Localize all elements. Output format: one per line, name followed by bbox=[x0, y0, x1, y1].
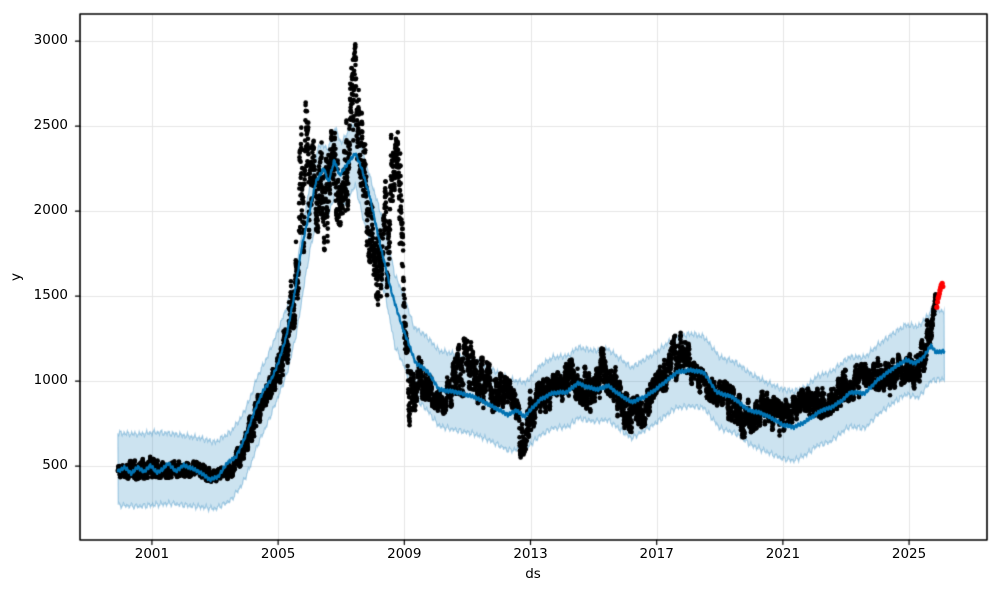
y-tick-label: 1500 bbox=[33, 287, 68, 304]
x-tick-label: 2013 bbox=[513, 546, 548, 562]
x-tick-label: 2001 bbox=[134, 546, 170, 562]
y-tick-label: 3000 bbox=[33, 32, 68, 49]
y-tick-label: 2500 bbox=[33, 117, 68, 134]
y-tick-label: 500 bbox=[42, 457, 68, 474]
x-tick-label: 2005 bbox=[260, 546, 296, 562]
y-tick-label: 1000 bbox=[33, 372, 68, 389]
x-tick-label: 2017 bbox=[639, 546, 674, 562]
x-tick-label: 2009 bbox=[387, 546, 422, 562]
x-tick-label: 2025 bbox=[891, 546, 927, 562]
y-tick-label: 2000 bbox=[33, 202, 68, 219]
y-axis-label: y bbox=[8, 273, 24, 281]
x-tick-label: 2021 bbox=[765, 546, 801, 562]
x-axis-label: ds bbox=[525, 566, 541, 582]
